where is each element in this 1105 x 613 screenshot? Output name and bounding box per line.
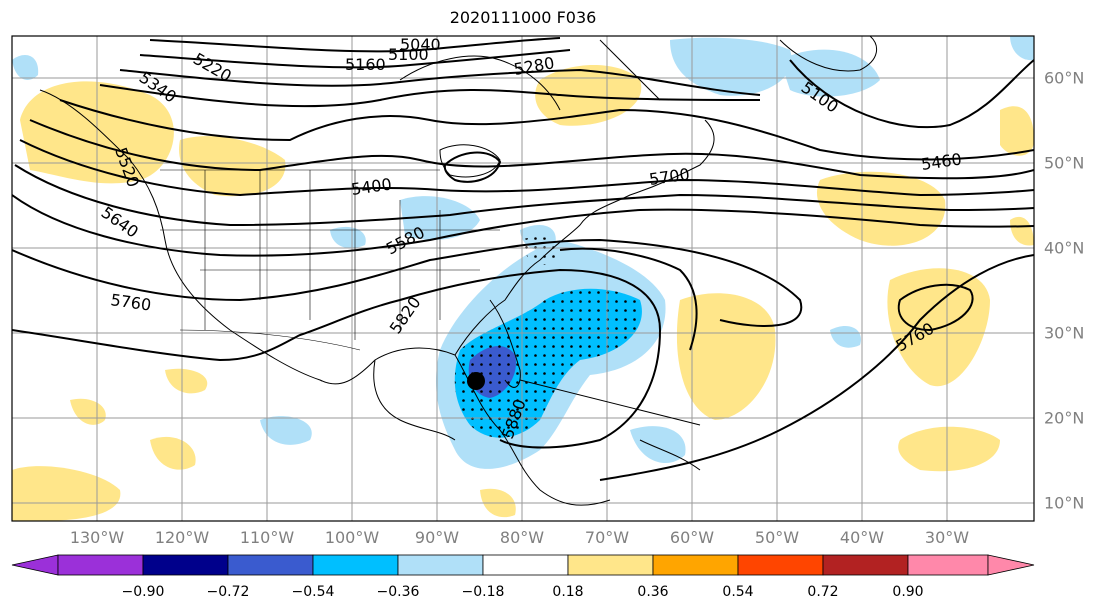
latitude-label: 20°N (1044, 408, 1085, 428)
longitude-label: 40°W (839, 528, 885, 547)
colorbar-tick-label: 0.90 (892, 584, 924, 600)
colorbar-under-arrow (11, 554, 59, 576)
colorbar-tick-label: 0.72 (807, 584, 839, 600)
colorbar-tick-label: −0.72 (206, 584, 250, 600)
political-borders (160, 169, 500, 351)
latitude-label: 30°N (1044, 323, 1085, 343)
colorbar-over-arrow (987, 554, 1035, 576)
gridlines (12, 36, 1034, 521)
colorbar-tick-label: 0.54 (722, 584, 754, 600)
latitude-label: 60°N (1044, 68, 1085, 88)
longitude-label: 110°W (239, 528, 295, 547)
colorbar-tick-label: −0.54 (291, 584, 335, 600)
longitude-label: 90°W (414, 528, 460, 547)
longitude-label: 60°W (669, 528, 715, 547)
colorbar (11, 554, 1035, 576)
longitude-label: 50°W (754, 528, 800, 547)
longitude-label: 130°W (69, 528, 125, 547)
latitude-label: 50°N (1044, 153, 1085, 173)
colorbar-tick-label: 0.36 (637, 584, 669, 600)
colorbar-tick-label: 0.18 (552, 584, 584, 600)
page-title: 2020111000 F036 (449, 8, 597, 27)
longitude-label: 120°W (154, 528, 210, 547)
latitude-label: 40°N (1044, 238, 1085, 258)
contour-label: 5100 (388, 45, 429, 64)
longitude-label: 70°W (584, 528, 630, 547)
height-contours (12, 37, 1034, 481)
map-frame (11, 35, 1035, 522)
longitude-label: 100°W (324, 528, 380, 547)
colorbar-tick-label: −0.18 (461, 584, 505, 600)
longitude-label: 30°W (924, 528, 970, 547)
colorbar-tick-label: −0.90 (121, 584, 165, 600)
longitude-label: 80°W (499, 528, 545, 547)
contour-label: 5040 (400, 35, 441, 54)
latitude-label: 10°N (1044, 493, 1085, 513)
contour-label: 5160 (345, 55, 386, 74)
colorbar-tick-label: −0.36 (376, 584, 420, 600)
storm-center-marker (467, 372, 485, 390)
coastlines (39, 36, 878, 506)
